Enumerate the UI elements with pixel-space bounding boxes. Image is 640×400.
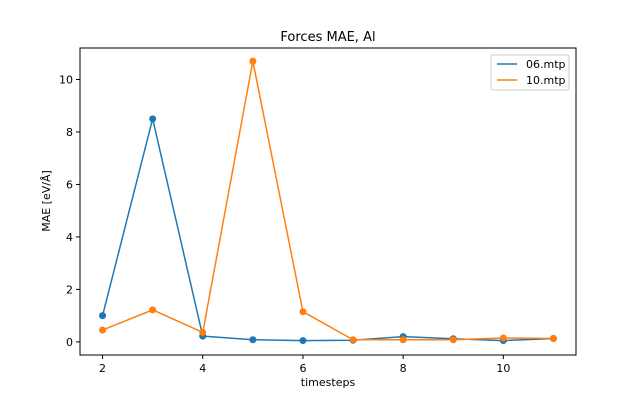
legend-entry: 10.mtp (526, 74, 566, 87)
y-tick-label: 10 (59, 73, 73, 86)
series-layer (99, 57, 557, 345)
data-point (349, 336, 357, 344)
data-point (449, 336, 457, 344)
y-tick-label: 8 (66, 126, 73, 139)
y-tick-label: 6 (66, 178, 73, 191)
data-point (299, 308, 307, 316)
x-tick-label: 10 (496, 362, 510, 375)
data-point (249, 57, 257, 65)
x-tick-label: 4 (199, 362, 206, 375)
data-point (99, 312, 107, 320)
legend-entry: 06.mtp (526, 58, 566, 71)
x-tick-label: 8 (400, 362, 407, 375)
data-point (549, 334, 557, 342)
series-line-2 (102, 60, 554, 341)
plot-area (79, 47, 577, 356)
x-tick-label: 6 (299, 362, 306, 375)
y-tick-label: 4 (66, 231, 73, 244)
data-point (149, 306, 157, 314)
series-line-1 (101, 118, 554, 342)
data-point (499, 334, 507, 342)
x-axis: 2 4 6 8 10 (99, 355, 510, 375)
data-point (149, 115, 157, 123)
chart-title: Forces MAE, Al (280, 30, 375, 45)
data-point (199, 328, 207, 336)
x-tick-label: 2 (99, 362, 106, 375)
data-point (249, 336, 257, 344)
data-point (99, 326, 107, 334)
plot-frame (79, 47, 577, 356)
legend: 06.mtp 10.mtp (490, 54, 570, 91)
y-tick-label: 2 (66, 283, 73, 296)
y-axis-label: MAE [eV/Å] (40, 170, 53, 232)
y-tick-label: 0 (66, 336, 73, 349)
y-axis: 0 2 4 6 8 10 (59, 73, 80, 349)
data-point (299, 337, 307, 345)
legend-items: 06.mtp 10.mtp (497, 58, 566, 87)
x-axis-label: timesteps (301, 376, 356, 389)
data-point (399, 336, 407, 344)
